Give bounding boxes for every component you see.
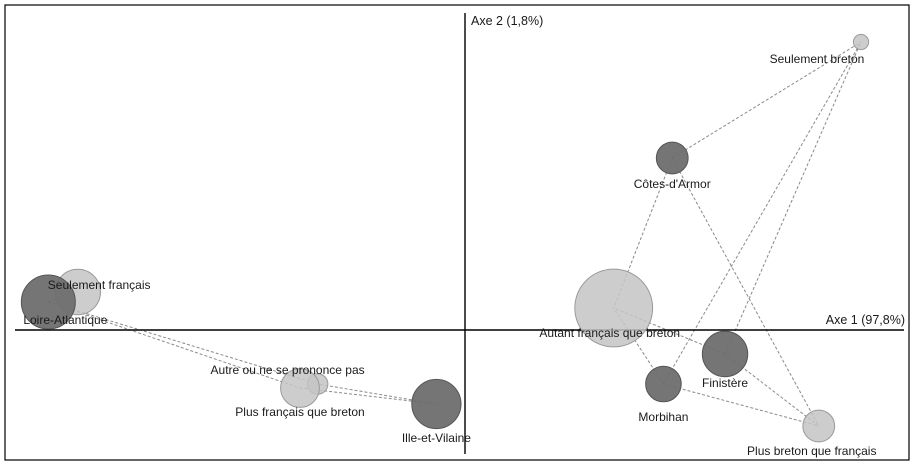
- point-ille-et-vilaine: [411, 378, 462, 430]
- point-seulement-breton: [852, 33, 870, 51]
- label-loire-atlantique: Loire-Atlantique: [23, 313, 107, 327]
- label-morbihan: Morbihan: [638, 410, 688, 424]
- link-morbihan-seulement-breton: [663, 41, 862, 385]
- point-plus-breton-que-francais: [802, 409, 836, 443]
- link-cotes-d-armor-autant-francais-que-breton: [613, 157, 673, 309]
- link-cotes-d-armor-seulement-breton: [671, 41, 862, 159]
- label-autre-ou-ne-se-pronce-pas: Autre ou ne se prononce pas: [211, 363, 365, 377]
- point-plus-francais-que-breton: [280, 368, 320, 408]
- link-loire-atlantique-plus-francais-que-breton: [48, 301, 301, 389]
- point-autant-francais-que-breton: [574, 268, 654, 348]
- point-finistere: [701, 330, 749, 378]
- plot-border: [4, 4, 910, 461]
- label-ille-et-vilaine: Ille-et-Vilaine: [402, 431, 471, 445]
- link-loire-atlantique-autre-ou-ne-se-pronce-pas: [48, 301, 318, 385]
- point-labels: Loire-Atlantique Ille-et-Vilaine Côtes-d'A…: [23, 52, 876, 458]
- label-finistere: Finistère: [702, 376, 748, 390]
- label-seulement-francais: Seulement français: [48, 278, 151, 292]
- link-cotes-d-armor-plus-breton-que-francais: [671, 157, 820, 427]
- data-points: [20, 33, 870, 443]
- x-axis-label: Axe 1 (97,8%): [826, 313, 905, 327]
- link-morbihan-plus-breton-que-francais: [663, 383, 819, 427]
- point-cotes-d-armor: [655, 141, 689, 175]
- label-plus-breton-que-francais: Plus breton que français: [747, 444, 876, 458]
- y-axis-label: Axe 2 (1,8%): [471, 14, 543, 28]
- label-plus-francais-que-breton: Plus français que breton: [235, 405, 364, 419]
- point-morbihan: [645, 365, 682, 403]
- label-cotes-d-armor: Côtes-d'Armor: [634, 177, 711, 191]
- point-loire-atlantique: [20, 274, 76, 330]
- link-finistere-seulement-breton: [724, 41, 862, 355]
- label-autant-francais-que-breton: Autant français que breton: [539, 326, 680, 340]
- axes: Axe 1 (97,8%) Axe 2 (1,8%): [15, 13, 905, 454]
- label-seulement-breton: Seulement breton: [770, 52, 865, 66]
